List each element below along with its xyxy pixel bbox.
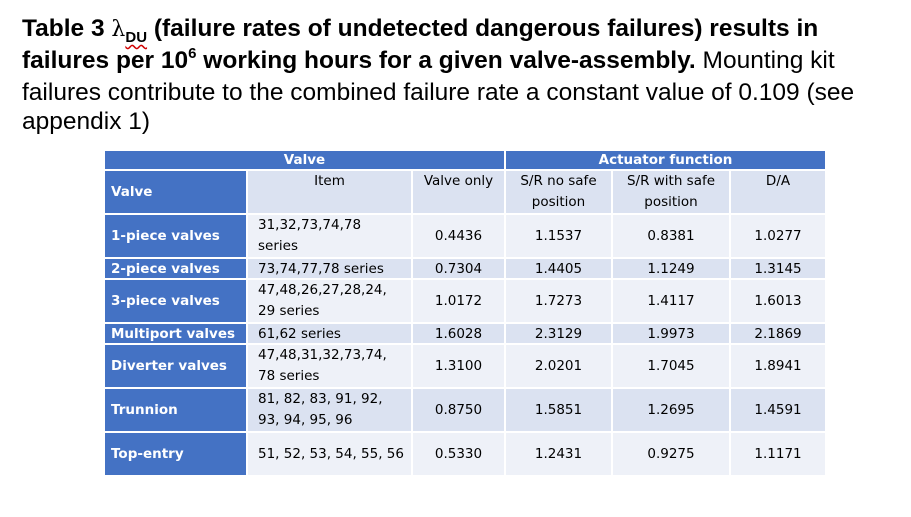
row-item: 47,48,26,27,28,24, 29 series: [246, 278, 413, 324]
row-valve: 2-piece valves: [103, 257, 248, 280]
group-header-row: Valve Actuator function: [103, 149, 828, 171]
row-item: 47,48,31,32,73,74, 78 series: [246, 343, 413, 389]
row-valve-only: 1.3100: [411, 343, 506, 389]
actuator-group-header: Actuator function: [503, 149, 828, 171]
row-da: 2.1869: [728, 322, 828, 345]
title-part3: working hours for a given valve-assembly…: [196, 47, 696, 74]
row-sr-no-safe: 1.5851: [504, 387, 613, 433]
row-valve-only: 0.8750: [411, 387, 506, 433]
row-valve: Diverter valves: [103, 343, 248, 389]
column-header-row: Valve Item Valve only S/R no safe positi…: [103, 169, 828, 215]
row-item: 73,74,77,78 series: [246, 257, 413, 280]
table-row: Diverter valves 47,48,31,32,73,74, 78 se…: [103, 343, 828, 389]
lambda-symbol: λ: [111, 17, 126, 42]
col-header-valve-only: Valve only: [411, 169, 506, 215]
row-sr-no-safe: 1.7273: [504, 278, 613, 324]
row-valve: Top-entry: [103, 431, 248, 477]
row-sr-safe: 0.8381: [611, 213, 731, 259]
title-part1: Table 3: [22, 15, 112, 42]
table-row: Multiport valves 61,62 series 1.6028 2.3…: [103, 322, 828, 345]
col-header-valve: Valve: [103, 169, 248, 215]
valve-group-header: Valve: [103, 149, 506, 171]
title-subscript: DU: [125, 29, 148, 46]
row-valve: 3-piece valves: [103, 278, 248, 324]
row-da: 1.1171: [728, 431, 828, 477]
row-da: 1.6013: [728, 278, 828, 324]
table-row: 3-piece valves 47,48,26,27,28,24, 29 ser…: [103, 278, 828, 324]
row-da: 1.8941: [728, 343, 828, 389]
failure-rate-table: Valve Actuator function Valve Item Valve…: [103, 149, 828, 477]
row-valve-only: 0.4436: [411, 213, 506, 259]
row-da: 1.4591: [728, 387, 828, 433]
row-sr-safe: 1.7045: [611, 343, 731, 389]
title-part2: (failure rates of undetected dangerous f…: [22, 15, 819, 74]
row-da: 1.3145: [728, 257, 828, 280]
row-sr-safe: 1.2695: [611, 387, 731, 433]
row-valve-only: 0.7304: [411, 257, 506, 280]
row-sr-no-safe: 2.3129: [504, 322, 613, 345]
row-sr-no-safe: 1.2431: [504, 431, 613, 477]
title-note: Mounting kit failures contribute to the …: [22, 47, 855, 135]
title-superscript: 6: [188, 45, 197, 62]
col-header-sr-no-safe: S/R no safe position: [504, 169, 613, 215]
row-sr-safe: 1.4117: [611, 278, 731, 324]
row-sr-safe: 1.9973: [611, 322, 731, 345]
col-header-item: Item: [246, 169, 413, 215]
row-item: 61,62 series: [246, 322, 413, 345]
row-sr-no-safe: 2.0201: [504, 343, 613, 389]
row-item: 31,32,73,74,78 series: [246, 213, 413, 259]
table-row: Top-entry 51, 52, 53, 54, 55, 56 0.5330 …: [103, 431, 828, 477]
table-row: 1-piece valves 31,32,73,74,78 series 0.4…: [103, 213, 828, 259]
row-item: 81, 82, 83, 91, 92, 93, 94, 95, 96: [246, 387, 413, 433]
table-row: Trunnion 81, 82, 83, 91, 92, 93, 94, 95,…: [103, 387, 828, 433]
row-valve: Multiport valves: [103, 322, 248, 345]
row-valve-only: 1.0172: [411, 278, 506, 324]
row-valve: 1-piece valves: [103, 213, 248, 259]
row-valve-only: 1.6028: [411, 322, 506, 345]
row-item: 51, 52, 53, 54, 55, 56: [246, 431, 413, 477]
row-sr-no-safe: 1.4405: [504, 257, 613, 280]
row-sr-no-safe: 1.1537: [504, 213, 613, 259]
col-header-da: D/A: [728, 169, 828, 215]
row-sr-safe: 1.1249: [611, 257, 731, 280]
row-da: 1.0277: [728, 213, 828, 259]
row-valve-only: 0.5330: [411, 431, 506, 477]
col-header-sr-safe: S/R with safe position: [611, 169, 731, 215]
row-valve: Trunnion: [103, 387, 248, 433]
row-sr-safe: 0.9275: [611, 431, 731, 477]
slide-title: Table 3 λDU (failure rates of undetected…: [22, 14, 902, 136]
table-row: 2-piece valves 73,74,77,78 series 0.7304…: [103, 257, 828, 280]
